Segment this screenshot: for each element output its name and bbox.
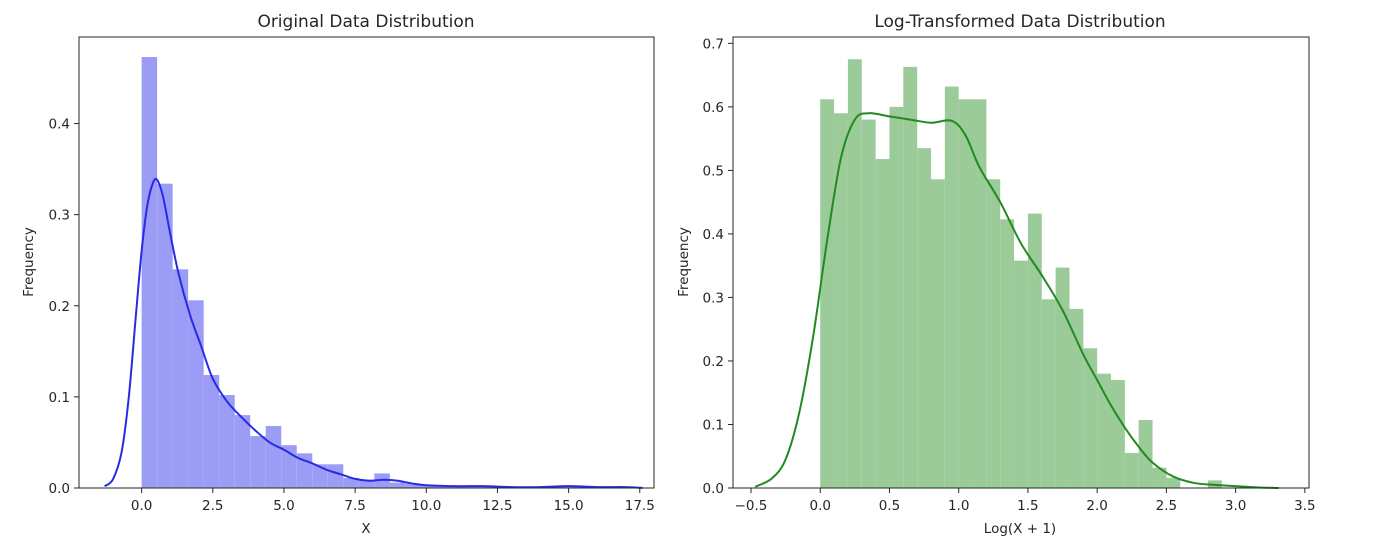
x-tick-label: 0.0	[809, 498, 830, 514]
histogram-bar	[875, 158, 890, 488]
histogram-bar	[1014, 260, 1028, 488]
y-tick-label: 0.2	[703, 354, 724, 370]
y-axis-ticks: 0.0 0.1 0.2 0.3 0.4 0.5 0.6 0.7	[703, 36, 733, 497]
y-tick-label: 0.5	[703, 163, 724, 179]
histogram-bar	[265, 426, 282, 488]
x-tick-label: 3.0	[1225, 498, 1246, 514]
histogram-bar	[834, 113, 848, 488]
histogram-bar	[141, 57, 158, 488]
histogram-bar	[986, 179, 1001, 489]
x-tick-label: 2.0	[1086, 498, 1107, 514]
histogram-bar	[157, 183, 173, 488]
y-tick-label: 0.2	[49, 299, 70, 315]
histogram-bar	[972, 99, 987, 488]
chart-original: Original Data Distribution 0.0 2.5 5.0 7.5 1…	[21, 12, 655, 537]
kde-line	[754, 112, 1279, 489]
histogram-bar	[420, 485, 437, 488]
histogram-bar	[1111, 380, 1125, 488]
y-tick-label: 0.4	[703, 227, 724, 243]
histogram-bar	[219, 395, 235, 488]
histogram-bar	[203, 375, 220, 488]
x-axis-label: X	[361, 521, 370, 537]
histogram-bar	[944, 86, 959, 489]
x-axis-ticks: −0.5 0.0 0.5 1.0 1.5 2.0 2.5 3.0 3.5	[735, 488, 1316, 514]
y-tick-label: 0.0	[703, 481, 724, 497]
chart-log-transformed: Log-Transformed Data Distribution −0.5 0.…	[676, 12, 1316, 537]
histogram-bar	[327, 464, 344, 488]
x-tick-label: 1.0	[948, 498, 969, 514]
histogram-bar	[1069, 308, 1084, 488]
plot-frame	[732, 36, 1310, 489]
x-tick-label: 10.0	[411, 498, 441, 514]
histogram-bar	[889, 106, 904, 489]
chart-title: Log-Transformed Data Distribution	[874, 12, 1165, 32]
y-tick-label: 0.3	[703, 290, 724, 306]
histogram-bar	[820, 99, 835, 488]
histogram-bar	[436, 486, 452, 488]
histogram-bars	[141, 57, 639, 488]
histogram-bar	[1083, 348, 1098, 488]
x-tick-label: 3.5	[1294, 498, 1315, 514]
y-tick-label: 0.6	[703, 100, 724, 116]
histogram-bar	[903, 66, 918, 488]
histogram-bar	[250, 436, 266, 488]
histogram-bar	[343, 477, 359, 488]
histogram-bar	[958, 99, 973, 488]
x-tick-label: 17.5	[625, 498, 655, 514]
x-tick-label: 0.5	[879, 498, 900, 514]
histogram-bar	[358, 479, 375, 488]
histogram-bar	[847, 59, 862, 488]
y-tick-label: 0.1	[703, 417, 724, 433]
histogram-bar	[917, 148, 931, 488]
histogram-bar	[188, 300, 204, 488]
histogram-bar	[1027, 213, 1042, 488]
histogram-bar	[1041, 299, 1056, 488]
y-axis-label: Frequency	[676, 227, 692, 297]
y-tick-label: 0.7	[703, 36, 724, 52]
x-axis-label: Log(X + 1)	[984, 521, 1056, 537]
kde-line	[103, 177, 643, 489]
y-tick-label: 0.3	[49, 208, 70, 224]
y-axis-label: Frequency	[21, 227, 37, 297]
plot-frame	[78, 36, 655, 489]
chart-title: Original Data Distribution	[257, 12, 474, 32]
x-tick-label: 2.5	[1156, 498, 1177, 514]
histogram-bar	[389, 482, 406, 488]
histogram-bar	[1097, 373, 1111, 488]
histogram-bar	[1152, 467, 1167, 488]
histogram-bar	[931, 179, 945, 489]
histogram-bar	[1166, 477, 1181, 488]
x-tick-label: −0.5	[735, 498, 768, 514]
x-tick-label: 7.5	[344, 498, 365, 514]
histogram-bar	[312, 464, 328, 488]
y-tick-label: 0.4	[49, 117, 70, 133]
x-tick-label: 12.5	[482, 498, 512, 514]
x-tick-label: 2.5	[202, 498, 223, 514]
histogram-bar	[1124, 453, 1139, 488]
histogram-bar	[405, 483, 421, 488]
histogram-bar	[861, 119, 876, 488]
x-tick-label: 0.0	[131, 498, 152, 514]
histogram-bar	[234, 415, 251, 488]
y-axis-ticks: 0.0 0.1 0.2 0.3 0.4	[49, 117, 79, 497]
y-tick-label: 0.0	[49, 481, 70, 497]
x-tick-label: 1.5	[1017, 498, 1038, 514]
x-axis-ticks: 0.0 2.5 5.0 7.5 10.0 12.5 15.0 17.5	[131, 488, 655, 514]
x-tick-label: 15.0	[554, 498, 584, 514]
y-tick-label: 0.1	[49, 390, 70, 406]
x-tick-label: 5.0	[273, 498, 294, 514]
histogram-bar	[1055, 267, 1070, 488]
histogram-bar	[172, 269, 189, 488]
histogram-bar	[1000, 219, 1015, 488]
histogram-bars	[820, 59, 1222, 489]
